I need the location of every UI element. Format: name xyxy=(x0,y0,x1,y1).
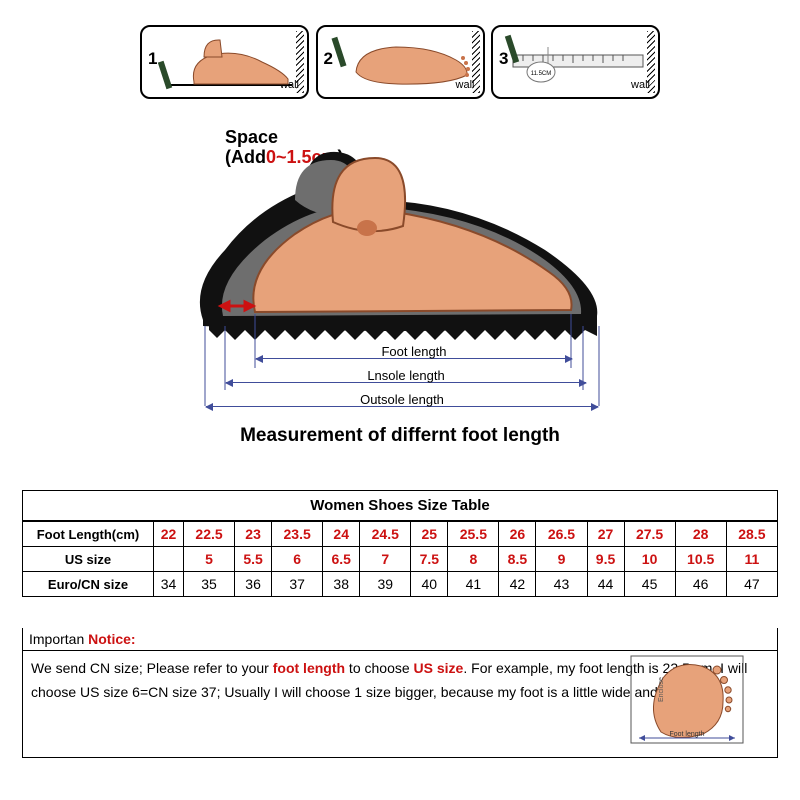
size-cell: 28.5 xyxy=(726,522,777,547)
foot-length-label: Foot length xyxy=(256,344,572,359)
size-cell: 6 xyxy=(272,547,323,572)
size-cell: 8.5 xyxy=(499,547,536,572)
size-cell: 42 xyxy=(499,572,536,597)
notice-heading: Importan Notice: xyxy=(23,628,777,651)
size-cell: 43 xyxy=(536,572,587,597)
row-header: Foot Length(cm) xyxy=(23,522,154,547)
size-cell: 27 xyxy=(587,522,624,547)
notice-head-accent: Notice: xyxy=(84,631,135,647)
size-cell: 10.5 xyxy=(675,547,726,572)
size-cell: 7 xyxy=(360,547,411,572)
diagram-caption: Measurement of differnt foot length xyxy=(0,425,800,447)
footprint-enclose-label: Enclose xyxy=(658,677,665,702)
size-cell: 26.5 xyxy=(536,522,587,547)
size-cell: 22 xyxy=(154,522,184,547)
step3-ruler-icon: 11.5CM xyxy=(493,27,658,97)
size-cell: 25.5 xyxy=(448,522,499,547)
size-cell: 5 xyxy=(183,547,234,572)
size-cell: 26 xyxy=(499,522,536,547)
size-cell: 40 xyxy=(411,572,448,597)
size-cell: 10 xyxy=(624,547,675,572)
size-cell: 37 xyxy=(272,572,323,597)
step-panel-2: 2 wall xyxy=(316,25,485,99)
size-cell: 25 xyxy=(411,522,448,547)
table-row: US size 55.566.577.588.599.51010.511 xyxy=(23,547,778,572)
ruler-value: 11.5CM xyxy=(531,71,552,77)
notice-text-pre: We send CN size; Please refer to your xyxy=(31,660,273,676)
step2-foot-icon xyxy=(318,27,483,97)
size-cell: 24.5 xyxy=(360,522,411,547)
size-cell: 44 xyxy=(587,572,624,597)
size-cell: 38 xyxy=(323,572,360,597)
size-cell: 28 xyxy=(675,522,726,547)
size-cell: 5.5 xyxy=(235,547,272,572)
notice-us-size: US size xyxy=(414,660,464,676)
footprint-length-label: Foot length xyxy=(669,731,704,738)
size-cell: 34 xyxy=(154,572,184,597)
size-cell: 39 xyxy=(360,572,411,597)
size-cell: 11 xyxy=(726,547,777,572)
size-cell: 35 xyxy=(183,572,234,597)
row-header: US size xyxy=(23,547,154,572)
size-cell: 27.5 xyxy=(624,522,675,547)
table-title: Women Shoes Size Table xyxy=(23,491,778,521)
size-cell: 9 xyxy=(536,547,587,572)
size-cell: 23.5 xyxy=(272,522,323,547)
size-cell: 6.5 xyxy=(323,547,360,572)
size-cell: 7.5 xyxy=(411,547,448,572)
insole-length-label: Lnsole length xyxy=(226,368,586,383)
size-cell: 46 xyxy=(675,572,726,597)
size-cell: 45 xyxy=(624,572,675,597)
size-cell: 36 xyxy=(235,572,272,597)
notice-box: Importan Notice: We send CN size; Please… xyxy=(22,628,778,758)
footprint-thumbnail-icon: Enclose Foot length xyxy=(627,652,747,747)
size-cell: 23 xyxy=(235,522,272,547)
outsole-length-label: Outsole length xyxy=(206,392,598,407)
size-cell: 47 xyxy=(726,572,777,597)
size-cell: 8 xyxy=(448,547,499,572)
size-cell: 41 xyxy=(448,572,499,597)
notice-head-plain: Importan xyxy=(29,631,84,647)
notice-foot-length: foot length xyxy=(273,660,345,676)
step1-foot-icon xyxy=(142,27,307,97)
row-header: Euro/CN size xyxy=(23,572,154,597)
table-row: Foot Length(cm)2222.52323.52424.52525.52… xyxy=(23,522,778,547)
notice-body: We send CN size; Please refer to your fo… xyxy=(23,651,777,757)
step-panel-1: 1 wall xyxy=(140,25,309,99)
notice-text-post: to choose xyxy=(345,660,414,676)
size-cell: 9.5 xyxy=(587,547,624,572)
step-panel-3: 3 wall xyxy=(491,25,660,99)
table-row: Euro/CN size3435363738394041424344454647 xyxy=(23,572,778,597)
size-table: Women Shoes Size Table Foot Length(cm)22… xyxy=(22,490,778,597)
size-cell: 22.5 xyxy=(183,522,234,547)
measurement-steps-row: 1 wall 2 wall xyxy=(140,25,660,99)
size-cell xyxy=(154,547,184,572)
size-cell: 24 xyxy=(323,522,360,547)
